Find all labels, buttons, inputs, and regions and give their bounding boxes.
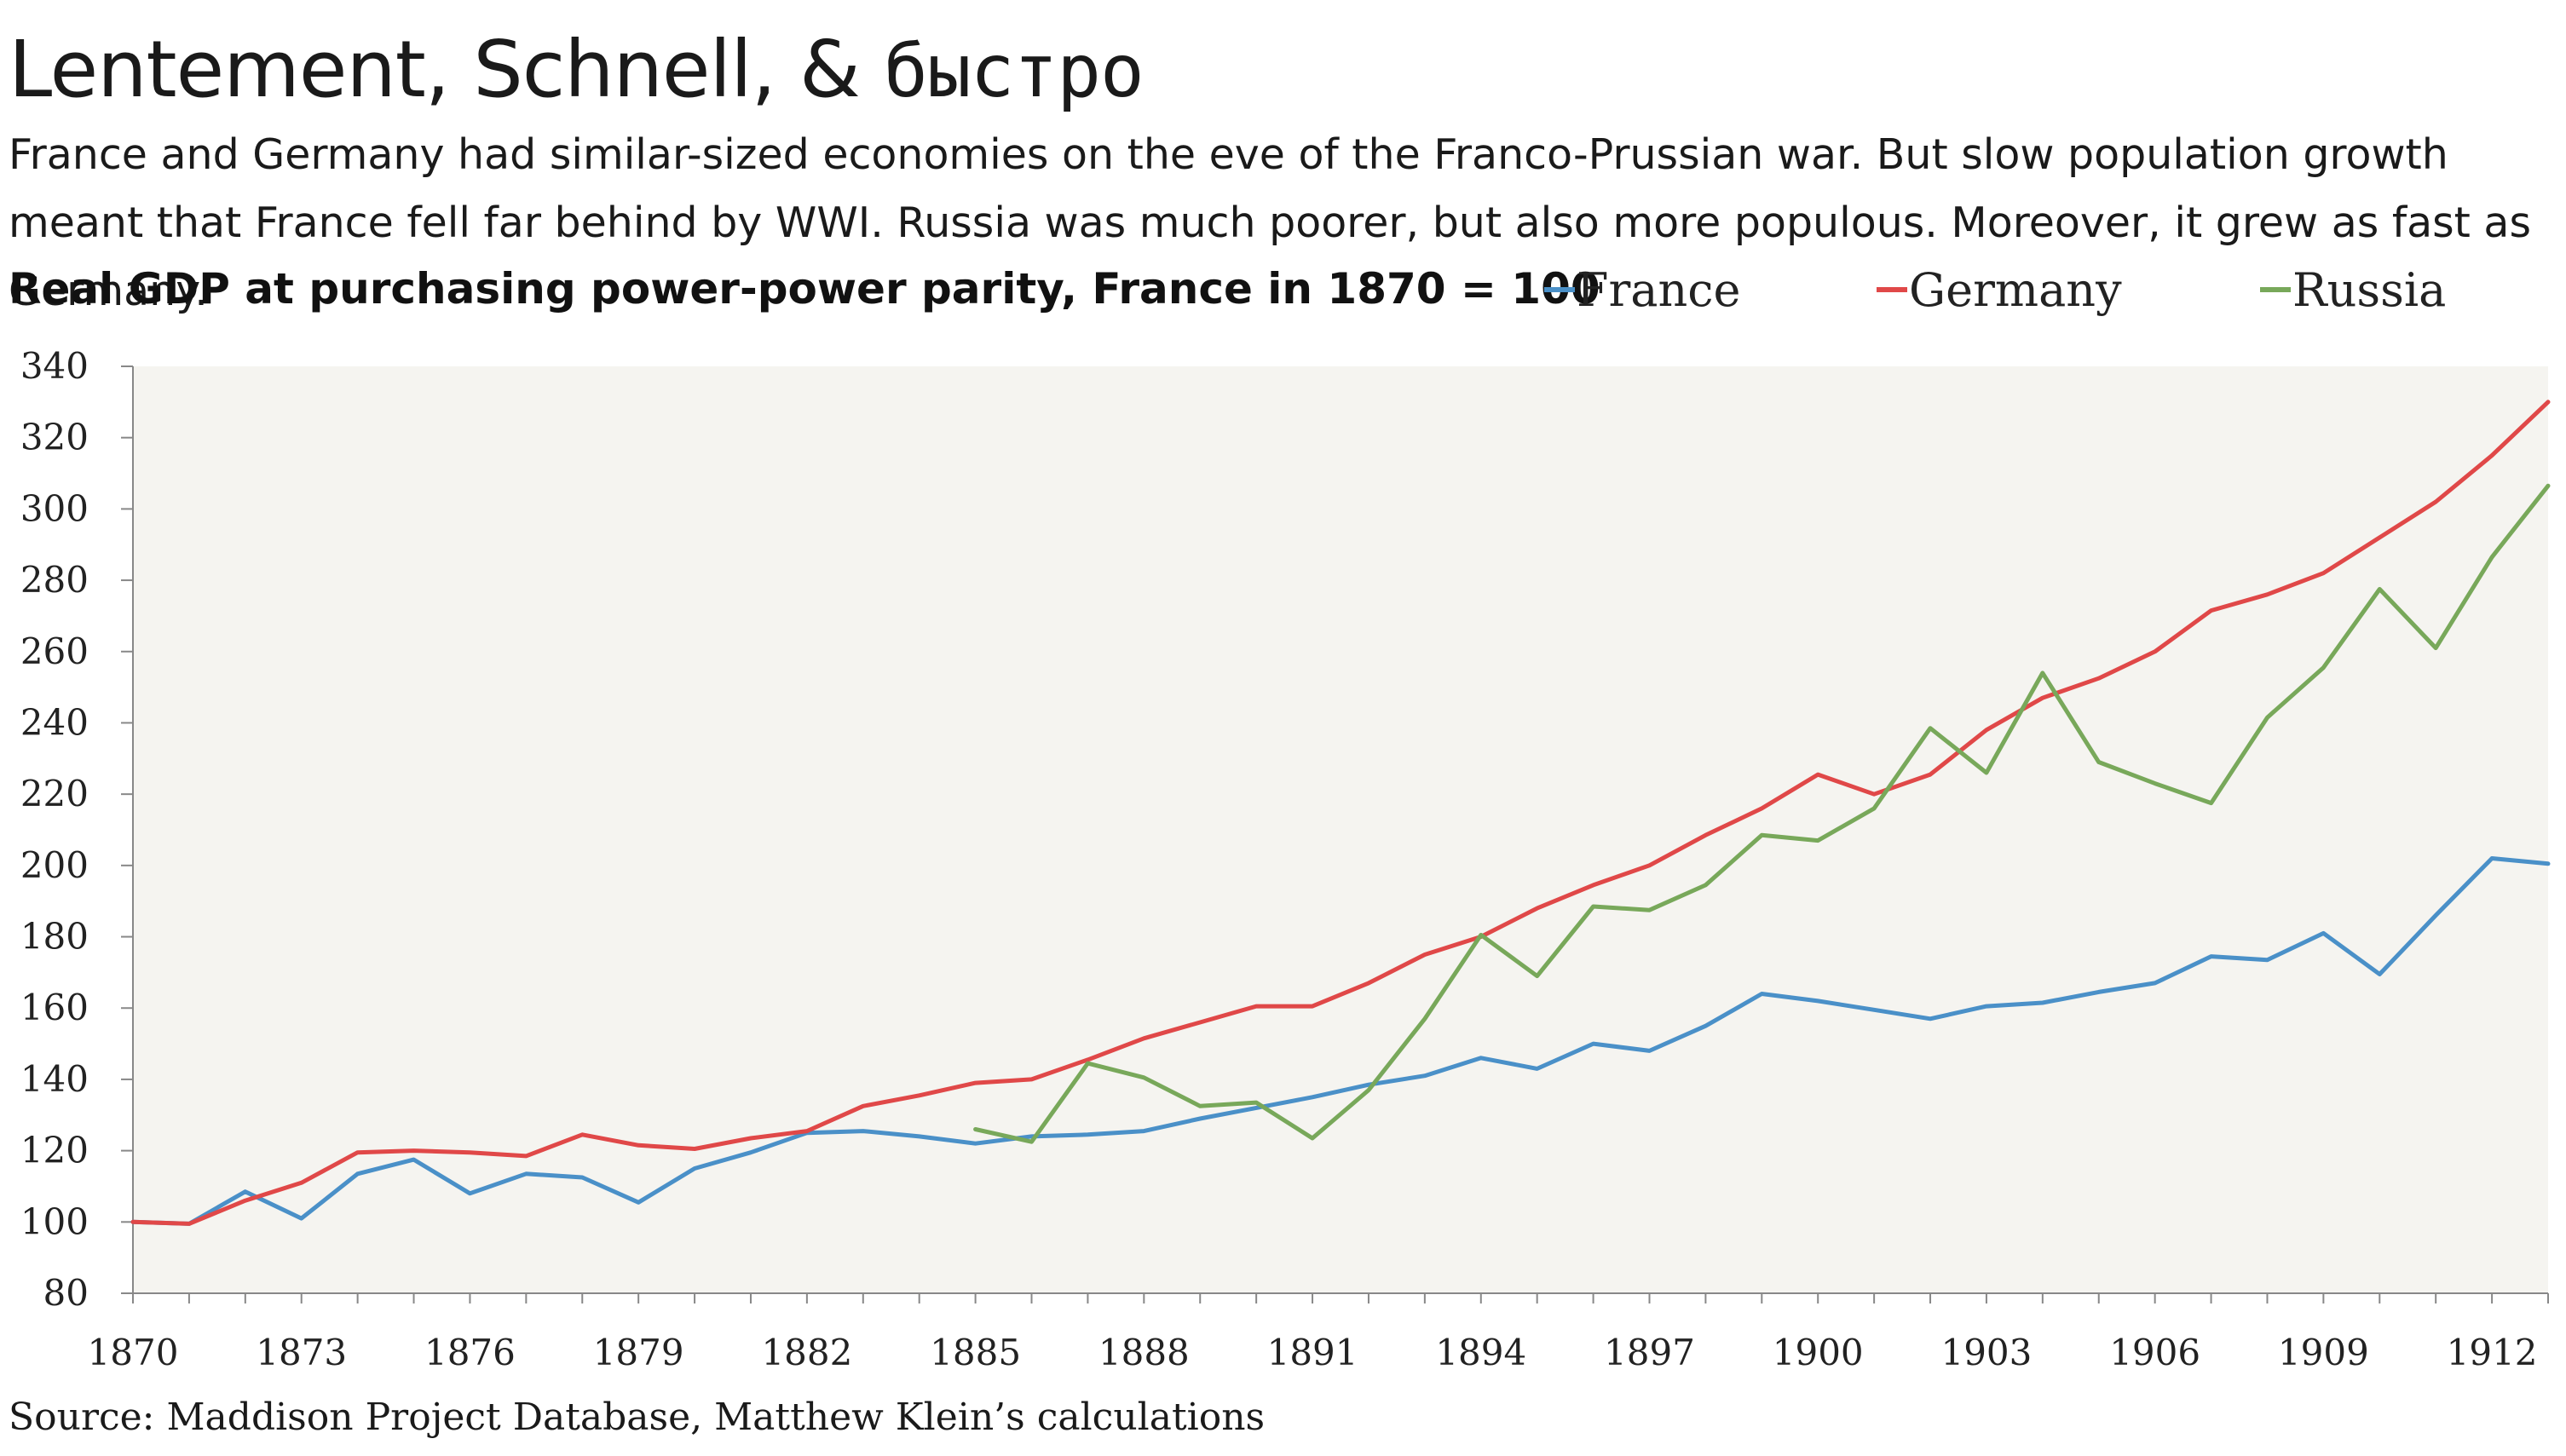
y-tick-label: 140	[20, 1058, 89, 1100]
y-tick-label: 80	[43, 1272, 89, 1314]
legend-item-france: France	[1544, 262, 1741, 317]
y-tick-label: 240	[20, 701, 89, 743]
source-note: Source: Maddison Project Database, Matth…	[9, 1396, 1266, 1439]
x-tick-label: 1906	[2109, 1332, 2200, 1373]
y-tick-label: 300	[20, 487, 89, 529]
title-main: Lentement, Schnell, &	[9, 24, 885, 115]
series-line-germany	[130, 400, 2551, 1226]
x-tick-label: 1873	[256, 1332, 347, 1373]
x-tick-label: 1888	[1098, 1332, 1190, 1373]
y-tick-label: 160	[20, 987, 89, 1028]
x-tick-label: 1879	[593, 1332, 684, 1373]
series-layer	[130, 400, 2551, 1226]
legend-label-france: France	[1577, 262, 1741, 317]
legend-item-russia: Russia	[2260, 262, 2447, 317]
series-line-russia	[973, 483, 2551, 1144]
legend-item-germany: Germany	[1877, 262, 2122, 317]
x-tick-label: 1912	[2447, 1332, 2538, 1373]
legend-swatch-russia	[2260, 287, 2291, 292]
chart-subtitle: France and Germany had similar-sized eco…	[9, 130, 2531, 315]
x-tick-label: 1876	[424, 1332, 516, 1373]
x-tick-label: 1894	[1435, 1332, 1526, 1373]
y-tick-label: 220	[20, 773, 89, 814]
x-tick-label: 1885	[930, 1332, 1021, 1373]
x-tick-label: 1870	[88, 1332, 179, 1373]
y-tick-label: 280	[20, 559, 89, 601]
y-tick-label: 260	[20, 630, 89, 672]
plot-area	[133, 366, 2548, 1293]
x-tick-label: 1891	[1267, 1332, 1358, 1373]
title-russian: быстро	[884, 29, 1145, 114]
x-tick-label: 1900	[1773, 1332, 1864, 1373]
y-tick-label: 200	[20, 844, 89, 886]
x-tick-label: 1909	[2278, 1332, 2369, 1373]
y-tick-label: 340	[20, 345, 89, 387]
x-tick-label: 1897	[1604, 1332, 1695, 1373]
y-tick-label: 320	[20, 417, 89, 458]
chart-measure-label: Real GDP at purchasing power-power parit…	[9, 264, 1600, 314]
legend-swatch-germany	[1877, 287, 1907, 292]
x-tick-label: 1903	[1940, 1332, 2032, 1373]
x-tick-label: 1882	[761, 1332, 852, 1373]
y-tick-label: 100	[20, 1200, 89, 1242]
legend-swatch-france	[1544, 287, 1575, 292]
axes: 80 100 120 140 160 180 200 220 240 260 280 300 320 34…	[20, 345, 2549, 1373]
y-tick-label: 120	[20, 1130, 89, 1171]
legend-label-germany: Germany	[1909, 262, 2122, 317]
y-tick-label: 180	[20, 916, 89, 958]
chart-title: Lentement, Schnell, & быстро	[9, 24, 1145, 115]
series-line-france	[130, 856, 2551, 1226]
legend-label-russia: Russia	[2292, 262, 2447, 317]
